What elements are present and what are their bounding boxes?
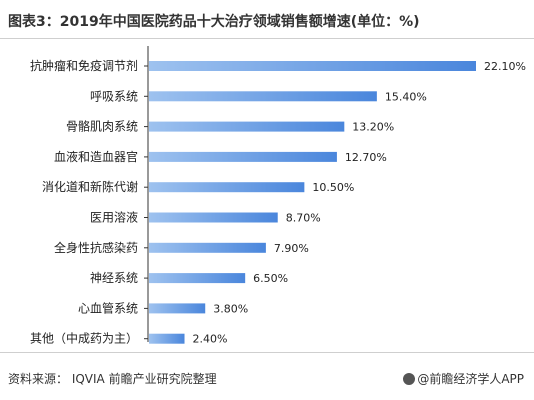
bar xyxy=(149,273,246,284)
category-label: 呼吸系统 xyxy=(90,89,138,103)
category-label: 全身性抗感染药 xyxy=(54,240,138,255)
chart-title: 图表3：2019年中国医院药品十大治疗领域销售额增速(单位：%) xyxy=(8,14,420,30)
bar xyxy=(149,182,305,193)
category-label: 血液和造血器官 xyxy=(54,149,138,164)
value-label: 12.70% xyxy=(345,151,387,164)
value-label: 22.10% xyxy=(484,60,526,73)
value-label: 10.50% xyxy=(312,181,354,194)
bar xyxy=(149,151,337,162)
brand-credit: @前瞻经济学人APP xyxy=(403,370,524,387)
value-label: 15.40% xyxy=(385,90,427,103)
category-label: 心血管系统 xyxy=(78,300,138,315)
value-label: 2.40% xyxy=(193,333,228,346)
category-label: 抗肿瘤和免疫调节剂 xyxy=(30,58,138,73)
bar xyxy=(149,303,206,314)
category-label: 其他（中成药为主） xyxy=(30,331,138,346)
value-label: 13.20% xyxy=(352,121,394,134)
top-divider xyxy=(0,38,534,39)
value-label: 3.80% xyxy=(213,302,248,315)
bar xyxy=(149,121,345,132)
bar xyxy=(149,61,476,71)
brand-text: @前瞻经济学人APP xyxy=(417,372,524,386)
source-note: 资料来源： IQVIA 前瞻产业研究院整理 xyxy=(8,372,217,386)
bar xyxy=(149,212,278,223)
bar-chart: 抗肿瘤和免疫调节剂 22.10% 呼吸系统 15.40% 骨骼肌肉系统 13.20% 血液和… xyxy=(30,46,526,346)
value-label: 6.50% xyxy=(253,272,288,285)
category-label: 医用溶液 xyxy=(90,210,138,225)
bottom-divider xyxy=(0,352,534,353)
value-label: 7.90% xyxy=(274,242,309,255)
category-label: 消化道和新陈代谢 xyxy=(42,179,138,194)
category-label: 神经系统 xyxy=(90,271,138,285)
bar xyxy=(149,91,377,102)
value-label: 8.70% xyxy=(286,212,321,225)
bar xyxy=(149,242,266,253)
brand-logo-icon xyxy=(403,373,416,385)
bar xyxy=(149,333,185,344)
category-label: 骨骼肌肉系统 xyxy=(66,119,138,134)
